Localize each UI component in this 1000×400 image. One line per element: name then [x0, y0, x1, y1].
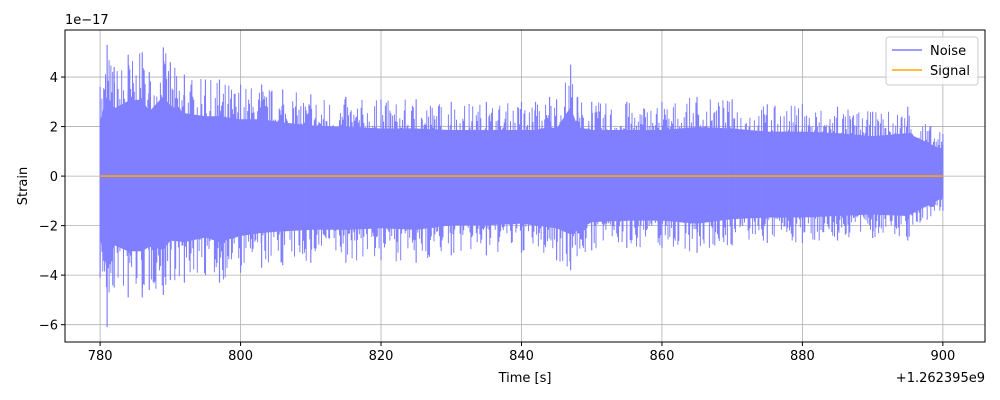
y-scale-exponent: 1e−17 — [65, 13, 109, 28]
y-axis-label: Strain — [16, 167, 31, 206]
legend-label-signal: Signal — [930, 64, 970, 79]
x-offset-label: +1.262395e9 — [896, 371, 985, 386]
x-tick-label: 820 — [369, 349, 394, 364]
y-tick-label: 2 — [50, 121, 58, 136]
legend-label-noise: Noise — [930, 44, 966, 59]
y-tick-label: −2 — [39, 220, 58, 235]
y-tick-label: 0 — [50, 170, 58, 185]
x-axis-label: Time [s] — [498, 371, 552, 386]
plot-frame — [64, 29, 986, 343]
x-tick-label: 860 — [650, 349, 675, 364]
legend-box — [885, 36, 979, 86]
x-axis-ticks: 780 800 820 840 860 880 900 — [88, 342, 955, 364]
x-tick-label: 840 — [509, 349, 534, 364]
y-axis-ticks: −6 −4 −2 0 2 4 — [39, 71, 65, 334]
x-tick-label: 900 — [930, 349, 955, 364]
legend: Noise Signal — [885, 36, 979, 86]
y-tick-label: 4 — [50, 71, 58, 86]
y-tick-label: −6 — [39, 319, 58, 334]
x-tick-label: 780 — [88, 349, 113, 364]
x-tick-label: 880 — [790, 349, 815, 364]
noise-series — [99, 44, 944, 328]
y-tick-label: −4 — [39, 269, 58, 284]
x-tick-label: 800 — [228, 349, 253, 364]
